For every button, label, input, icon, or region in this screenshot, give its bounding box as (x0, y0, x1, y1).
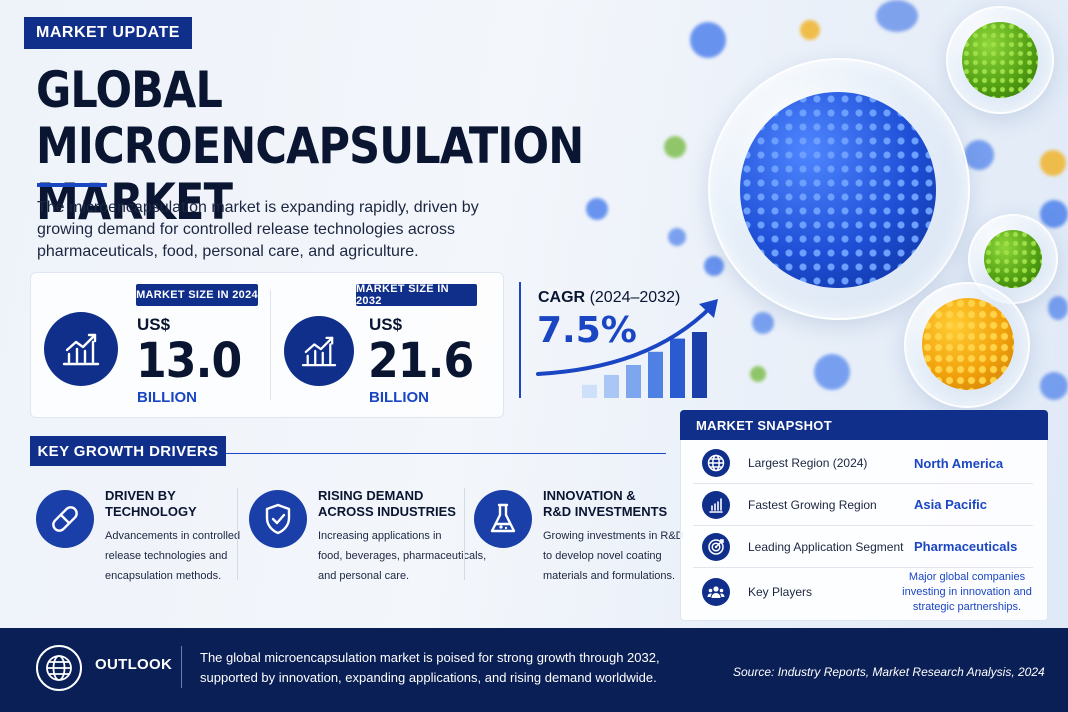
driver-text: Growing investments in R&D (543, 530, 684, 542)
driver-demand: RISING DEMAND ACROSS INDUSTRIES Increasi… (318, 488, 486, 586)
footer-divider (181, 646, 182, 688)
value-2032: 21.6 (368, 333, 474, 389)
cagr-value: 7.5% (537, 310, 637, 351)
target-icon (702, 532, 730, 561)
outlook-text: The global microencapsulation market is … (200, 648, 670, 688)
snapshot-value: Major global companies investing in inno… (902, 570, 1032, 615)
cagr-bar (670, 338, 685, 398)
globe-icon (702, 449, 730, 477)
snapshot-label: Leading Application Segment (748, 539, 904, 554)
snapshot-value: North America (914, 455, 1004, 471)
cagr-trend-arrow (536, 304, 714, 376)
driver-text: and personal care. (318, 570, 410, 582)
flask-icon (474, 490, 532, 548)
value-2024: 13.0 (136, 333, 242, 389)
title-line-1: GLOBAL MICROENCAPSULATION (36, 61, 584, 175)
driver-title: ACROSS INDUSTRIES (318, 504, 456, 519)
growth-chart-icon (44, 312, 118, 386)
driver-title: DRIVEN BY (105, 488, 176, 503)
snapshot-value: Asia Pacific (914, 497, 987, 512)
driver-title: R&D INVESTMENTS (543, 504, 668, 519)
cagr-bar (648, 351, 663, 398)
snapshot-row-key-players: Key Players Major global companies inves… (693, 568, 1033, 616)
driver-title: INNOVATION & (543, 488, 636, 503)
cagr-growth-graphic (536, 299, 718, 398)
shield-check-icon (249, 490, 307, 548)
snapshot-value-line: Major global companies (908, 570, 1026, 583)
arrow-head-icon (699, 299, 718, 318)
cagr-bar (582, 384, 597, 398)
currency-2024: US$ (137, 315, 171, 334)
cagr-bar (692, 332, 707, 398)
driver-divider (237, 488, 238, 580)
snapshot-value-line: strategic partnerships. (912, 600, 1022, 613)
driver-innovation: INNOVATION & R&D INVESTMENTS Growing inv… (543, 488, 684, 586)
globe-icon (36, 645, 82, 691)
cagr-period: (2024–2032) (589, 289, 681, 306)
snapshot-value: Pharmaceuticals (914, 539, 1018, 554)
driver-text: food, beverages, pharmaceuticals, (318, 550, 487, 562)
snapshot-label: Key Players (748, 585, 813, 599)
drivers-divider (226, 453, 666, 454)
driver-text: materials and formulations. (543, 570, 676, 582)
key-growth-drivers-heading: KEY GROWTH DRIVERS (30, 436, 226, 466)
market-snapshot-heading: MARKET SNAPSHOT (680, 410, 1048, 440)
unit-2032: BILLION (369, 389, 429, 406)
driver-technology: DRIVEN BY TECHNOLOGY Advancements in con… (105, 488, 240, 586)
outlook-label: OUTLOOK (95, 656, 173, 673)
market-snapshot-panel (680, 410, 1048, 621)
driver-title: RISING DEMAND (318, 488, 424, 503)
cagr-title: CAGR (538, 289, 586, 306)
outlook-text-line: supported by innovation, expanding appli… (200, 670, 657, 685)
cagr-bar (604, 374, 619, 398)
market-update-tag: MARKET UPDATE (24, 17, 192, 49)
stat-label-2024: MARKET SIZE IN 2024 (136, 284, 258, 306)
outlook-footer (0, 628, 1068, 712)
stat-label-2032: MARKET SIZE IN 2032 (356, 283, 477, 307)
card-divider (270, 290, 271, 400)
snapshot-label: Largest Region (2024) (748, 456, 868, 470)
driver-divider (464, 488, 465, 580)
driver-text: Advancements in controlled (105, 530, 241, 542)
driver-text: to develop novel coating (543, 550, 662, 562)
snapshot-label: Fastest Growing Region (748, 497, 877, 512)
snapshot-row-leading-segment: Leading Application Segment Pharmaceutic… (693, 526, 1033, 568)
cagr-bar (626, 365, 641, 398)
outlook-text-line: The global microencapsulation market is … (200, 650, 660, 665)
snapshot-row-fastest-region: Fastest Growing Region Asia Pacific (693, 484, 1033, 526)
currency-2032: US$ (369, 315, 403, 334)
unit-2024: BILLION (137, 389, 197, 406)
intro-paragraph: The microencapsulation market is expandi… (37, 199, 479, 260)
people-icon (702, 578, 730, 606)
snapshot-row-largest-region: Largest Region (2024) North America (693, 443, 1033, 484)
snapshot-value-line: investing in innovation and (902, 585, 1032, 598)
source-citation: Source: Industry Reports, Market Researc… (733, 665, 1045, 679)
driver-text: release technologies and (105, 550, 228, 562)
driver-text: Increasing applications in (318, 530, 442, 542)
driver-title: TECHNOLOGY (105, 504, 197, 519)
cagr-label: CAGR (2024–2032) (538, 289, 680, 307)
driver-text: encapsulation methods. (105, 570, 222, 582)
capsule-icon (36, 490, 94, 548)
cagr-accent-line (519, 282, 521, 398)
growth-chart-icon (284, 316, 354, 386)
title-underline (37, 183, 107, 187)
bar-chart-icon (702, 490, 730, 519)
page-title: GLOBAL MICROENCAPSULATION MARKET (36, 62, 604, 230)
